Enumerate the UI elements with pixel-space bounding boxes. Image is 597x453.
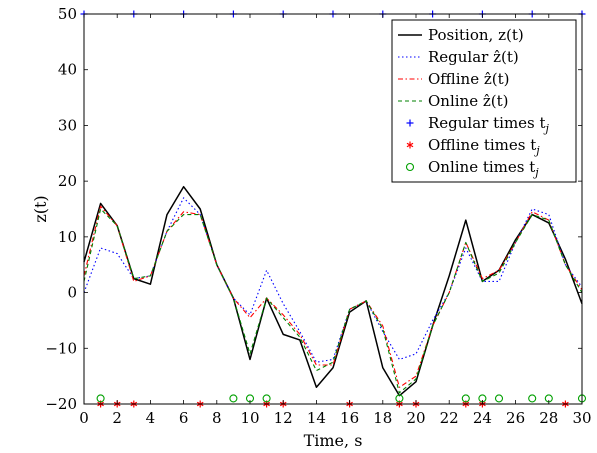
- x-tick-label: 12: [274, 409, 293, 427]
- series-line-2: [83, 205, 583, 388]
- legend-label: Online ẑ(t): [428, 92, 509, 110]
- legend-swatch: [406, 119, 414, 127]
- legend-label: Offline ẑ(t): [428, 70, 510, 88]
- marker-circle: [528, 394, 537, 403]
- legend-box: [391, 19, 577, 183]
- legend-label: Position, z(t): [428, 26, 524, 44]
- series-line-3: [83, 208, 583, 394]
- y-tick-label: 10: [58, 228, 77, 246]
- y-tick-label: −10: [45, 339, 77, 357]
- marker-circle: [461, 394, 470, 403]
- x-tick-label: 10: [240, 409, 259, 427]
- x-axis-label: Time, s: [304, 431, 363, 450]
- legend: Position, z(t) Regular ẑ(t) Offline ẑ(t) On…: [391, 19, 577, 183]
- x-tick-label: 24: [473, 409, 492, 427]
- x-tick-label: 4: [146, 409, 156, 427]
- x-tick-label: 30: [572, 409, 591, 427]
- x-tick-label: 26: [506, 409, 525, 427]
- series-line-1: [83, 197, 583, 363]
- legend-swatch: [405, 162, 415, 172]
- x-tick-label: 28: [539, 409, 558, 427]
- marker-circle: [494, 394, 504, 403]
- y-tick-label: 30: [58, 116, 77, 134]
- legend-label: Regular ẑ(t): [428, 48, 519, 66]
- legend-swatch: [406, 141, 414, 149]
- legend-label: Offline times tj: [428, 136, 540, 157]
- y-tick-label: 40: [58, 61, 77, 79]
- axis-ticks: 0 2 4 6 8 10 12 14 16 18 20 22 24 26 28 30−20−100102030…: [45, 5, 591, 427]
- x-tick-label: 20: [406, 409, 425, 427]
- x-tick-label: 14: [307, 409, 326, 427]
- y-tick-label: 20: [58, 172, 77, 190]
- plot-frame: [83, 13, 583, 405]
- x-tick-label: 8: [212, 409, 222, 427]
- x-tick-label: 6: [179, 409, 189, 427]
- legend-label: Online times tj: [428, 158, 539, 179]
- y-tick-label: 50: [58, 5, 77, 23]
- marker-circle: [96, 394, 105, 403]
- marker-circle: [395, 394, 404, 403]
- plot-lines: [83, 185, 583, 397]
- y-tick-label: 0: [67, 284, 77, 302]
- x-tick-label: 18: [373, 409, 392, 427]
- marker-circle: [229, 394, 238, 403]
- y-axis-label: z(t): [31, 195, 50, 222]
- series-line-0: [83, 185, 583, 397]
- x-tick-label: 16: [340, 409, 359, 427]
- y-tick-label: −20: [45, 395, 77, 413]
- x-tick-label: 2: [112, 409, 122, 427]
- x-tick-label: 22: [440, 409, 459, 427]
- legend-label: Regular times tj: [428, 114, 550, 135]
- x-tick-label: 0: [79, 409, 89, 427]
- marker-circle: [262, 394, 271, 403]
